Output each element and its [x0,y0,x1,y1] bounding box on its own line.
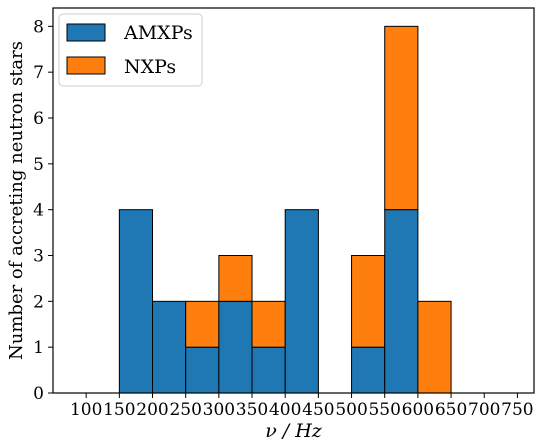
bar-amxps-400-450 [284,209,319,394]
x-tick-label: 100 [70,400,102,420]
y-tick-label: 6 [33,109,44,129]
bar-amxps-250-300 [185,346,220,394]
x-tick-label: 450 [302,400,334,420]
legend-swatch-amxps [66,23,106,42]
bar-nxps-600-650 [417,300,452,394]
x-tick-label: 250 [169,400,201,420]
x-tick-label: 550 [368,400,400,420]
x-tick-label: 350 [236,400,268,420]
bar-amxps-500-550 [351,346,386,394]
y-tick-label: 8 [33,17,44,37]
bar-nxps-500-550 [351,255,386,348]
y-tick-label: 7 [33,63,44,83]
plot-frame [52,7,535,394]
bar-amxps-350-400 [251,346,286,394]
y-tick-label: 1 [33,338,44,358]
y-tick-label: 3 [33,247,44,267]
x-tick-label: 600 [402,400,434,420]
legend-swatch-nxps [66,56,106,75]
x-tick-label: 300 [203,400,235,420]
y-tick-label: 2 [33,292,44,312]
y-tick-label: 4 [33,201,44,221]
bar-nxps-550-600 [384,25,419,211]
bar-nxps-250-300 [185,300,220,348]
bar-nxps-300-350 [218,255,253,302]
legend-label-nxps: NXPs [124,56,176,78]
x-tick-label: 150 [103,400,135,420]
bar-amxps-200-250 [152,300,187,394]
y-tick-label: 5 [33,155,44,175]
legend: AMXPs NXPs [58,13,203,87]
x-tick-label: 200 [136,400,168,420]
x-tick-label: 400 [269,400,301,420]
y-axis-label: Number of accreting neutron stars [6,41,27,360]
x-axis-label: ν / Hz [265,420,323,442]
x-tick-label: 650 [435,400,467,420]
x-tick-label: 750 [501,400,533,420]
ticks-layer: 100 150 200 250 300 350 400 450 500 550 600 650 700 7… [33,17,533,420]
x-tick-label: 500 [335,400,367,420]
legend-label-amxps: AMXPs [123,22,193,44]
bar-amxps-150-200 [118,209,154,394]
x-tick-label: 700 [468,400,500,420]
bar-amxps-300-350 [218,300,253,394]
bar-amxps-550-600 [384,209,419,394]
bar-nxps-350-400 [251,300,286,348]
y-tick-label: 0 [33,384,44,404]
